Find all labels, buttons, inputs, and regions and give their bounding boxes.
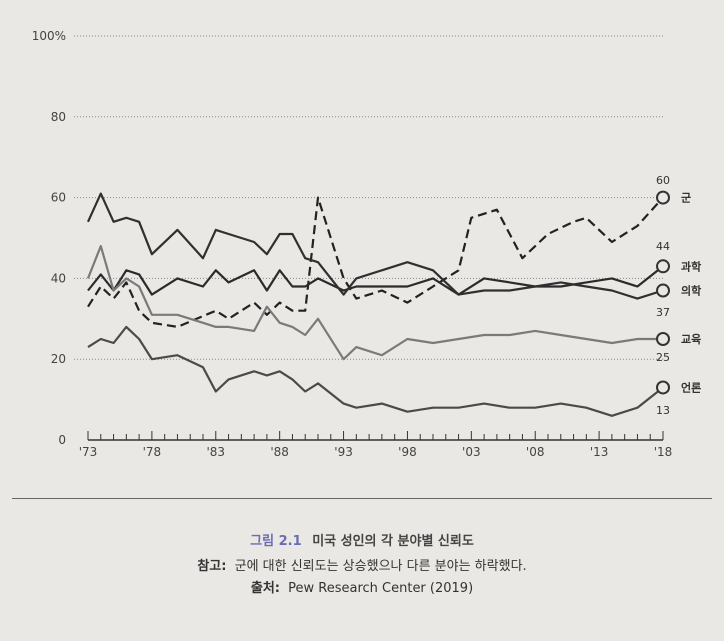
x-tick-label-2013: '13 <box>590 445 609 459</box>
y-tick-label-60: 60 <box>51 191 66 205</box>
figure-title: 미국 성인의 각 분야별 신뢰도 <box>312 534 474 549</box>
note-text: 군에 대한 신뢰도는 상승했으나 다른 분야는 하락했다. <box>234 559 527 574</box>
caption-divider <box>12 498 712 499</box>
series-line-5 <box>87 325 664 417</box>
series-end-value-2: 44 <box>656 240 670 253</box>
series-end-marker-5 <box>656 380 670 395</box>
series-end-marker-3 <box>656 283 670 298</box>
series-line-3 <box>86 192 664 300</box>
caption-source: 출처: Pew Research Center (2019) <box>0 577 724 596</box>
x-tick-label-2003: '03 <box>462 445 481 459</box>
series-end-value-5: 13 <box>656 404 670 417</box>
y-tick-label-0: 0 <box>58 433 66 447</box>
x-tick-label-1988: '88 <box>270 445 289 459</box>
x-tick-label-1983: '83 <box>206 445 225 459</box>
source-label: 출처: <box>250 581 280 596</box>
series-end-marker-2 <box>656 259 670 274</box>
series-line-2 <box>87 265 664 296</box>
series-name-1: 군 <box>681 192 691 205</box>
y-tick-label-80: 80 <box>51 110 66 124</box>
series-name-4: 교육 <box>681 333 701 346</box>
x-tick-label-1993: '93 <box>334 445 353 459</box>
series-end-value-3: 37 <box>656 306 670 319</box>
series-line-4 <box>86 245 663 361</box>
chart: 100% 80 60 40 20 0 '73 '78 '83 '88 '93 '98 '03 '08 '13… <box>32 29 702 459</box>
caption-note: 참고: 군에 대한 신뢰도는 상승했으나 다른 분야는 하락했다. <box>0 555 724 574</box>
series-end-marker-4 <box>656 332 670 346</box>
note-label: 참고: <box>197 559 227 574</box>
y-tick-label-20: 20 <box>51 352 66 366</box>
x-tick-label-1973: '73 <box>79 445 98 459</box>
source-text: Pew Research Center (2019) <box>288 581 474 596</box>
caption-title-row: 그림 2.1 미국 성인의 각 분야별 신뢰도 <box>0 530 724 549</box>
y-tick-label-40: 40 <box>51 271 66 285</box>
series-name-3: 의학 <box>681 284 701 298</box>
series-name-2: 과학 <box>681 259 701 273</box>
x-tick-label-1998: '98 <box>398 445 417 459</box>
figure-number: 그림 2.1 <box>250 534 302 549</box>
figure-caption: 그림 2.1 미국 성인의 각 분야별 신뢰도 참고: 군에 대한 신뢰도는 상… <box>0 530 724 599</box>
series-name-5: 언론 <box>681 381 701 394</box>
series-end-value-1: 60 <box>656 174 670 187</box>
series-end-marker-1 <box>656 190 670 205</box>
series-end-value-4: 25 <box>656 351 670 364</box>
x-tick-label-2008: '08 <box>526 445 545 459</box>
series-line-1 <box>87 196 664 328</box>
x-tick-label-1978: '78 <box>143 445 162 459</box>
y-tick-label-100: 100% <box>32 29 66 43</box>
x-tick-label-2018: '18 <box>654 445 673 459</box>
